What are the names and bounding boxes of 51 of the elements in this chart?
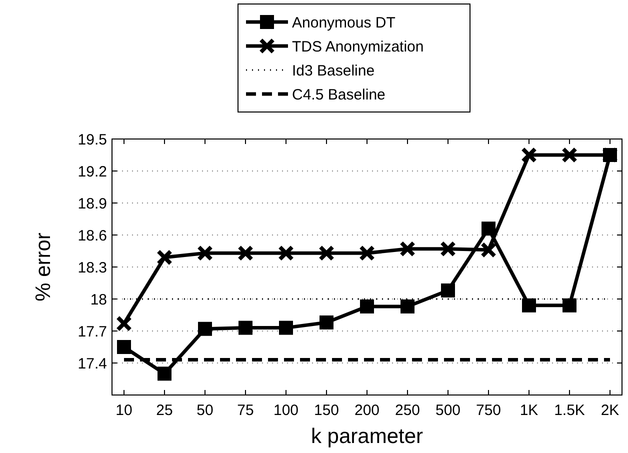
y-tick-label: 17.4 — [78, 355, 107, 372]
x-axis-title: k parameter — [310, 425, 424, 448]
x-tick-label: 200 — [354, 402, 380, 419]
point — [359, 245, 375, 262]
point — [480, 242, 496, 258]
x-tick-label: 2K — [600, 402, 620, 419]
point — [482, 222, 496, 236]
x-tick-label: 25 — [156, 402, 173, 419]
x-tick-label: 1K — [520, 402, 538, 419]
y-tick-label: 18.3 — [78, 259, 107, 276]
point — [360, 299, 374, 314]
point — [400, 240, 416, 257]
point — [400, 299, 414, 314]
point — [279, 320, 293, 335]
y-tick-label: 18 — [90, 291, 107, 308]
point — [318, 245, 334, 262]
point — [238, 245, 254, 262]
x-tick-label: 750 — [476, 402, 502, 419]
point — [197, 245, 213, 262]
point — [320, 315, 334, 330]
point — [278, 245, 294, 262]
y-tick-label: 17.7 — [78, 323, 107, 340]
x-tick-label: 150 — [314, 402, 340, 419]
point — [562, 147, 578, 163]
y-tick-label: 19.5 — [78, 131, 107, 148]
legend-label: C4.5 Baseline — [292, 86, 386, 104]
point — [440, 240, 456, 257]
point — [238, 320, 252, 335]
x-tick-label: 100 — [273, 402, 299, 419]
point — [117, 340, 131, 354]
y-tick-label: 18.9 — [78, 195, 107, 212]
point — [441, 283, 455, 298]
point — [116, 316, 132, 332]
x-tick-label: 500 — [435, 402, 461, 419]
y-axis-title: % error — [32, 232, 55, 302]
x-tick-label: 250 — [394, 402, 420, 419]
legend-label: TDS Anonymization — [292, 38, 424, 56]
point — [562, 298, 576, 312]
point — [198, 322, 212, 336]
x-tick-label: 10 — [116, 402, 132, 419]
legend-label: Id3 Baseline — [292, 62, 375, 80]
point — [521, 147, 537, 163]
point — [522, 298, 536, 312]
point — [156, 249, 172, 266]
y-tick-label: 19.2 — [78, 163, 107, 180]
y-tick-label: 18.6 — [78, 227, 107, 244]
x-tick-label: 1.5K — [554, 402, 585, 419]
x-tick-label: 50 — [196, 402, 214, 419]
legend-label: Anonymous DT — [292, 14, 396, 32]
x-tick-label: 75 — [237, 402, 254, 419]
point — [158, 366, 172, 381]
